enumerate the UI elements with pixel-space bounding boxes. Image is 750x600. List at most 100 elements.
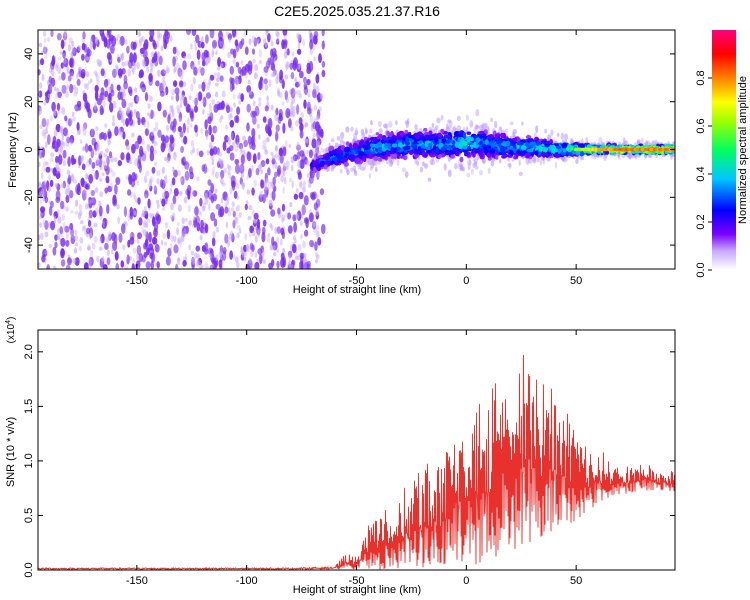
- noise-speckle: [112, 198, 118, 207]
- noise-speckle: [233, 190, 238, 199]
- noise-speckle: [71, 111, 75, 118]
- noise-speckle: [88, 264, 92, 269]
- noise-speckle: [204, 119, 208, 130]
- noise-speckle: [271, 155, 276, 160]
- signal-mark: [500, 132, 505, 139]
- noise-speckle: [243, 251, 247, 257]
- top-xtick-label: 50: [570, 275, 582, 287]
- signal-mark: [366, 145, 371, 150]
- noise-speckle: [202, 98, 205, 104]
- noise-speckle: [96, 157, 101, 164]
- noise-speckle: [155, 125, 159, 132]
- noise-speckle: [217, 208, 223, 218]
- signal-halo-mark: [547, 134, 552, 141]
- noise-speckle: [177, 126, 182, 133]
- signal-mark: [376, 142, 382, 147]
- signal-halo-mark: [345, 126, 350, 133]
- noise-speckle: [81, 189, 87, 201]
- noise-speckle: [139, 39, 142, 48]
- noise-speckle: [80, 72, 85, 79]
- noise-speckle: [87, 246, 91, 251]
- noise-speckle: [296, 32, 300, 40]
- noise-speckle: [216, 72, 221, 79]
- noise-speckle: [149, 150, 155, 162]
- noise-speckle: [302, 186, 306, 193]
- noise-speckle: [86, 227, 91, 235]
- signal-mark: [427, 142, 433, 147]
- noise-speckle: [153, 221, 159, 233]
- noise-speckle: [261, 79, 264, 84]
- noise-speckle: [162, 80, 166, 88]
- noise-speckle: [263, 180, 268, 189]
- noise-speckle: [230, 112, 233, 118]
- noise-speckle: [41, 188, 45, 196]
- signal-mark: [520, 145, 527, 151]
- noise-speckle: [209, 30, 215, 39]
- noise-speckle: [39, 82, 43, 89]
- noise-speckle: [145, 261, 151, 269]
- noise-speckle: [139, 47, 145, 54]
- noise-speckle: [261, 232, 266, 243]
- colorbar-gradient: [712, 30, 736, 270]
- signal-halo-mark: [375, 166, 378, 173]
- noise-speckle: [292, 60, 297, 71]
- noise-speckle: [244, 46, 249, 55]
- noise-speckle: [212, 166, 215, 174]
- signal-halo-mark: [499, 126, 502, 131]
- noise-speckle: [291, 51, 295, 57]
- signal-mark: [488, 134, 495, 140]
- noise-speckle: [154, 122, 159, 127]
- noise-speckle: [78, 155, 82, 166]
- signal-mark: [491, 143, 496, 149]
- noise-speckle: [315, 114, 319, 121]
- signal-halo-mark: [440, 114, 444, 121]
- noise-speckle: [221, 90, 226, 98]
- noise-speckle: [47, 93, 51, 99]
- signal-mark: [377, 157, 383, 162]
- noise-speckle: [143, 150, 147, 156]
- noise-speckle: [90, 148, 95, 159]
- noise-speckle: [39, 222, 42, 228]
- noise-speckle: [247, 64, 253, 75]
- noise-speckle: [298, 261, 304, 269]
- noise-speckle: [158, 33, 163, 38]
- noise-speckle: [314, 241, 318, 251]
- noise-speckle: [229, 250, 234, 260]
- noise-speckle: [94, 187, 98, 193]
- noise-speckle: [180, 93, 184, 101]
- noise-speckle: [141, 209, 146, 217]
- noise-speckle: [272, 70, 276, 78]
- noise-speckle: [62, 159, 66, 167]
- signal-mark: [535, 141, 541, 147]
- noise-speckle: [52, 140, 56, 149]
- noise-speckle: [281, 101, 285, 106]
- noise-speckle: [72, 84, 76, 90]
- noise-speckle: [167, 114, 171, 124]
- noise-speckle: [209, 74, 215, 81]
- noise-speckle: [88, 199, 91, 205]
- noise-speckle: [43, 99, 47, 106]
- noise-speckle: [70, 118, 74, 124]
- noise-speckle: [194, 206, 199, 216]
- signal-mark: [494, 133, 501, 138]
- noise-speckle: [118, 127, 121, 136]
- noise-speckle: [112, 114, 115, 123]
- signal-halo-mark: [646, 140, 650, 146]
- noise-speckle: [186, 30, 191, 36]
- signal-halo-mark: [402, 167, 406, 173]
- noise-speckle: [238, 164, 243, 172]
- noise-speckle: [279, 238, 283, 246]
- noise-speckle: [160, 239, 164, 246]
- signal-halo-mark: [416, 160, 420, 167]
- signal-halo-mark: [386, 159, 389, 165]
- noise-speckle: [214, 188, 218, 193]
- noise-speckle: [229, 186, 233, 195]
- noise-speckle: [302, 240, 306, 249]
- noise-speckle: [215, 82, 219, 87]
- noise-speckle: [180, 234, 185, 243]
- noise-speckle: [318, 53, 322, 64]
- noise-speckle: [158, 55, 163, 66]
- noise-speckle: [252, 230, 256, 237]
- noise-speckle: [55, 196, 61, 203]
